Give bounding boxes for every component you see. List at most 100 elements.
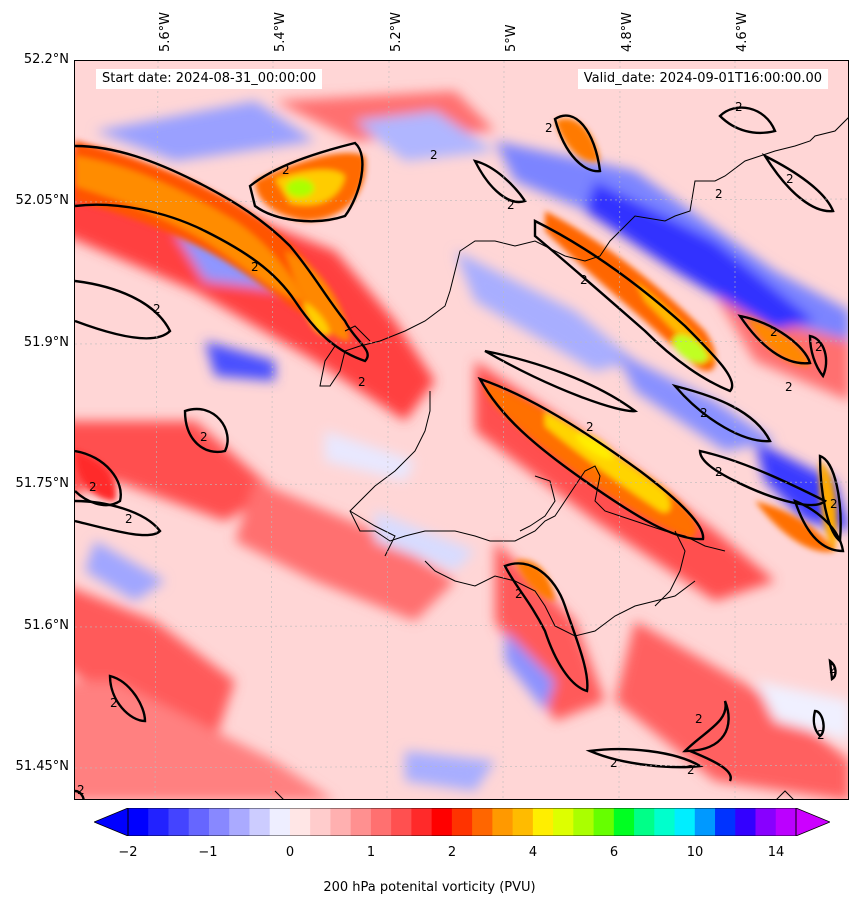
- lat-tick-label: 51.9°N: [23, 335, 69, 350]
- colorbar-min-arrow: [94, 808, 129, 836]
- lat-tick-label: 51.6°N: [23, 618, 69, 633]
- contour-label: 2: [700, 406, 708, 420]
- contour-label: 2: [715, 465, 723, 479]
- contour-label: 2: [815, 340, 823, 354]
- contour-label: 2: [515, 587, 523, 601]
- colorbar-cell: [350, 808, 372, 836]
- pv-field: 2 2 2 2 2 2 2 2 2 2 2 2 2 2 2 2 2 2 2 2 …: [75, 61, 848, 799]
- contour-label: 2: [785, 380, 793, 394]
- colorbar-cell: [775, 808, 797, 836]
- lat-tick-label: 52.05°N: [15, 193, 69, 208]
- pv-maxima: [75, 118, 837, 601]
- colorbar-cell: [674, 808, 696, 836]
- start-date-label: Start date: 2024-08-31_00:00:00: [96, 69, 323, 89]
- contour-label: 2: [610, 756, 618, 770]
- colorbar-tick-label: −1: [198, 845, 218, 860]
- contour-label: 2: [251, 260, 259, 274]
- colorbar-cell: [411, 808, 433, 836]
- valid-date-label: Valid_date: 2024-09-01T16:00:00.00: [577, 69, 828, 89]
- lon-tick: 5°W: [503, 0, 523, 56]
- graticule: [75, 61, 848, 799]
- contour-label: 2: [735, 100, 743, 114]
- colorbar-cell: [472, 808, 493, 836]
- contour-label: 2: [125, 512, 133, 526]
- colorbar-tick-label: 2: [447, 845, 457, 860]
- contour-label: 2: [695, 712, 703, 726]
- colorbar-tick-label: 6: [609, 845, 619, 860]
- lon-tick: 5.6°W: [157, 0, 177, 56]
- lat-tick-label: 51.45°N: [15, 759, 69, 774]
- lon-tick: 4.8°W: [619, 0, 639, 56]
- contour-label: 2: [282, 163, 290, 177]
- colorbar-cell: [715, 808, 736, 836]
- colorbar-cell: [330, 808, 352, 836]
- lat-tick-label: 52.2°N: [23, 52, 69, 67]
- contour-label: 2: [153, 302, 161, 316]
- colorbar-cell: [553, 808, 574, 836]
- colorbar-cell: [269, 808, 291, 836]
- colorbar-cell: [492, 808, 514, 836]
- contour-label: 2: [507, 198, 515, 212]
- contour-label: 2: [817, 728, 825, 742]
- lon-tick: 4.6°W: [734, 0, 754, 56]
- colorbar-cell: [431, 808, 453, 836]
- lon-tick-label: 4.8°W: [620, 11, 635, 52]
- colorbar-tick-label: 10: [686, 845, 704, 860]
- colorbar-cell: [168, 808, 190, 836]
- colorbar-cell: [208, 808, 230, 836]
- lon-tick-label: 5.4°W: [273, 11, 288, 52]
- colorbar-tick-label: 14: [767, 845, 785, 860]
- colorbar: [94, 808, 830, 836]
- colorbar-cell: [188, 808, 210, 836]
- colorbar-tick-label: 4: [528, 845, 538, 860]
- lon-tick: 5.4°W: [272, 0, 292, 56]
- contour-label: 2: [545, 121, 553, 135]
- contour-label: 2: [829, 662, 837, 676]
- colorbar-cell: [755, 808, 777, 836]
- colorbar-cell: [128, 808, 149, 836]
- colorbar-tick-label: −2: [118, 845, 138, 860]
- colorbar-tick-label: 0: [285, 845, 295, 860]
- contour-label: 2: [770, 325, 778, 339]
- contour-label: 2: [580, 273, 588, 287]
- colorbar-cell: [310, 808, 331, 836]
- contour-label: 2: [786, 172, 794, 186]
- contour-label: 2: [687, 763, 695, 777]
- contour-label: 2: [89, 480, 97, 494]
- lon-tick-label: 4.6°W: [735, 11, 750, 52]
- colorbar-cell: [289, 808, 311, 836]
- coastlines: [274, 117, 848, 799]
- contour-label: 2: [430, 148, 438, 162]
- lon-tick-label: 5.6°W: [158, 11, 173, 52]
- contour-label: 2: [830, 497, 838, 511]
- contour-label: 2: [200, 430, 208, 444]
- colorbar-cell: [593, 808, 615, 836]
- lon-tick-label: 5°W: [504, 24, 519, 52]
- colorbar-cells: [128, 808, 797, 836]
- lon-tick: 5.2°W: [388, 0, 408, 56]
- pv-2-contours: [75, 106, 845, 799]
- colorbar-cell: [613, 808, 635, 836]
- colorbar-tick-label: 1: [366, 845, 376, 860]
- colorbar-cell: [451, 808, 473, 836]
- contour-label: 2: [77, 783, 85, 797]
- colorbar-cell: [391, 808, 412, 836]
- colorbar-cell: [370, 808, 392, 836]
- contour-label: 2: [586, 420, 594, 434]
- colorbar-cell: [573, 808, 595, 836]
- pv-map: 2 2 2 2 2 2 2 2 2 2 2 2 2 2 2 2 2 2 2 2 …: [74, 60, 849, 800]
- colorbar-max-arrow: [795, 808, 830, 836]
- colorbar-cell: [694, 808, 716, 836]
- lon-tick-label: 5.2°W: [389, 11, 404, 52]
- colorbar-frame: [127, 808, 797, 836]
- lat-tick-label: 51.75°N: [15, 476, 69, 491]
- contour-label: 2: [110, 696, 118, 710]
- contour-labels: 2 2 2 2 2 2 2 2 2 2 2 2 2 2 2 2 2 2 2 2 …: [77, 100, 838, 797]
- colorbar-title: 200 hPa potenital vorticity (PVU): [323, 880, 536, 895]
- colorbar-cell: [148, 808, 169, 836]
- colorbar-cell: [532, 808, 554, 836]
- contour-label: 2: [715, 187, 723, 201]
- contour-label: 2: [358, 375, 366, 389]
- colorbar-cell: [735, 808, 757, 836]
- colorbar-cell: [512, 808, 534, 836]
